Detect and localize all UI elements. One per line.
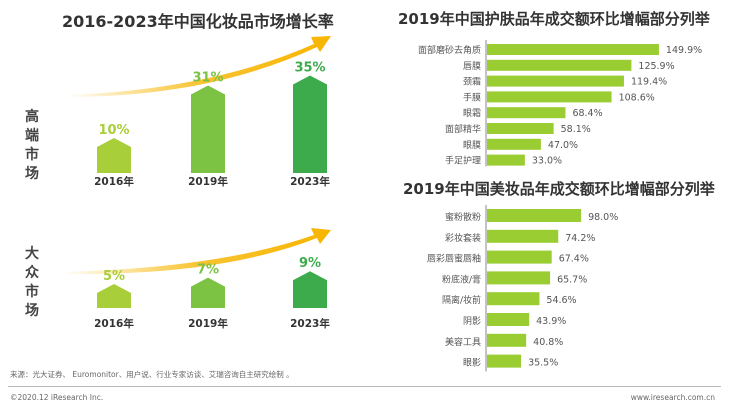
makeup-bar-chart: 蜜粉散粉 98.0% 彩妆套装 74.2% 唇彩唇蜜唇釉 67.4% 粉底液/膏 65.7% 隔…: [427, 205, 618, 372]
value-label: 40.8%: [533, 337, 563, 348]
data-label: 5%: [103, 269, 125, 284]
bar-house: [293, 75, 327, 173]
bar-house: [97, 284, 131, 308]
year-label: 2023年: [290, 317, 330, 330]
bar: [487, 154, 525, 166]
value-label: 65.7%: [557, 274, 587, 285]
value-label: 108.6%: [619, 92, 655, 103]
category-label: 颈霜: [463, 77, 481, 88]
skincare-chart-title: 2019年中国护肤品年成交额环比增幅部分列举: [398, 10, 710, 28]
year-label: 2016年: [94, 175, 134, 188]
value-label: 149.9%: [666, 45, 702, 56]
category-label: 隔离/妆前: [442, 294, 481, 306]
bar: [487, 313, 530, 326]
bar: [487, 354, 522, 368]
market-growth-chart: 10% 2016年 31% 2019年 35% 2023年 5% 2016年 7% 2019年 9%…: [62, 36, 331, 330]
copyright: ©2020.12 iResearch Inc.: [10, 393, 104, 402]
makeup-chart-title: 2019年中国美妆品年成交额环比增幅部分列举: [403, 180, 715, 198]
year-label: 2016年: [94, 317, 134, 330]
category-label: 美容工具: [445, 336, 481, 348]
data-label: 9%: [299, 256, 321, 271]
bar: [487, 107, 566, 119]
value-label: 35.5%: [528, 358, 558, 369]
category-label: 眼霜: [463, 108, 481, 119]
bar: [487, 44, 659, 55]
category-label: 手足护理: [445, 155, 481, 167]
source-note: 来源：光大证券、 Euromonitor、用户说、行业专家访谈、艾瑞咨询自主研究…: [10, 370, 294, 379]
category-label: 眼影: [463, 358, 481, 369]
data-label: 35%: [294, 61, 325, 76]
category-label: 蜜粉散粉: [445, 211, 481, 223]
category-label: 面部磨砂去角质: [418, 44, 481, 56]
data-label: 10%: [98, 123, 129, 138]
value-label: 33.0%: [532, 156, 562, 167]
category-label: 唇彩唇蜜唇釉: [427, 253, 481, 265]
category-label: 眼膜: [463, 140, 481, 151]
value-label: 54.6%: [546, 295, 576, 306]
category-label: 手膜: [463, 91, 481, 103]
year-label: 2023年: [290, 175, 330, 188]
data-label: 7%: [197, 263, 219, 278]
value-label: 43.9%: [536, 316, 566, 327]
bar-house: [191, 277, 225, 308]
category-label: 彩妆套装: [445, 232, 481, 244]
bar: [487, 138, 541, 150]
footer-divider: [8, 386, 721, 387]
trend-arrow-mass: [62, 228, 331, 275]
mass-market-label: 大众市场: [25, 246, 39, 319]
bar-house: [293, 271, 327, 308]
bar: [487, 209, 582, 222]
high-end-market-label: 高端市场: [25, 109, 39, 182]
year-label: 2019年: [188, 175, 228, 188]
bar: [487, 292, 540, 306]
bar: [487, 59, 632, 71]
value-label: 125.9%: [638, 61, 674, 72]
category-label: 面部精华: [445, 123, 481, 135]
bar: [487, 123, 554, 134]
bar: [487, 229, 559, 243]
value-label: 58.1%: [561, 124, 591, 135]
category-label: 阴影: [463, 316, 481, 327]
value-label: 68.4%: [572, 108, 602, 119]
bar-house: [191, 85, 225, 173]
bar: [487, 75, 624, 87]
value-label: 47.0%: [548, 140, 578, 151]
bar: [487, 250, 552, 264]
year-label: 2019年: [188, 317, 228, 330]
bar: [487, 271, 551, 285]
category-label: 粉底液/膏: [442, 273, 481, 285]
value-label: 74.2%: [565, 233, 595, 244]
data-label: 31%: [192, 71, 223, 86]
value-label: 119.4%: [631, 77, 667, 88]
skincare-bar-chart: 面部磨砂去角质 149.9% 唇膜 125.9% 颈霜 119.4% 手膜 108.6% 眼霜 6…: [418, 40, 702, 167]
bar: [487, 91, 612, 103]
bar-house: [97, 138, 131, 173]
category-label: 唇膜: [463, 61, 481, 72]
value-label: 98.0%: [588, 212, 618, 223]
value-label: 67.4%: [559, 254, 589, 265]
website: www.iresearch.com.cn: [630, 393, 715, 402]
trend-arrow-high-end: [66, 36, 331, 97]
left-chart-title: 2016-2023年中国化妆品市场增长率: [62, 12, 334, 31]
bar: [487, 333, 527, 347]
